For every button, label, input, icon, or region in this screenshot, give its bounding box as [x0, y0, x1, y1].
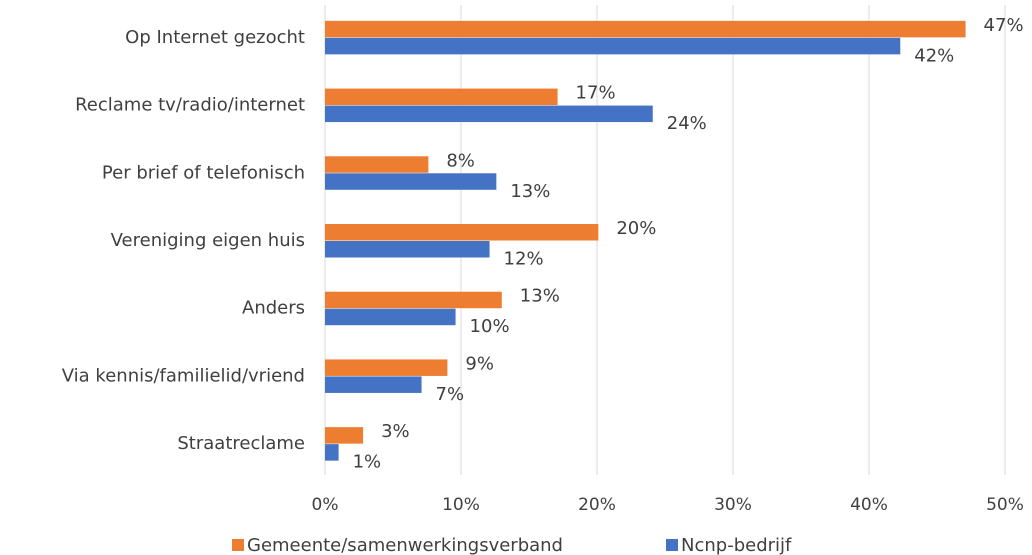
y-tick-label: Per brief of telefonisch	[102, 162, 305, 183]
legend-swatch	[666, 539, 678, 551]
bar	[325, 224, 599, 241]
data-label: 1%	[353, 452, 382, 473]
bar	[325, 105, 653, 123]
bar	[325, 37, 901, 55]
bar	[325, 241, 490, 258]
data-label: 13%	[520, 286, 560, 307]
bar	[325, 88, 558, 106]
data-label: 9%	[465, 353, 494, 374]
x-tick-label: 30%	[714, 495, 752, 515]
y-tick-label: Straatreclame	[177, 433, 305, 454]
data-label: 12%	[504, 249, 544, 270]
x-tick-label: 10%	[442, 495, 480, 515]
x-tick-label: 20%	[578, 495, 616, 515]
bar	[325, 308, 456, 326]
data-label: 17%	[576, 83, 616, 104]
x-tick-label: 0%	[312, 495, 339, 515]
y-tick-label: Op Internet gezocht	[125, 27, 305, 48]
y-tick-label: Via kennis/familielid/vriend	[62, 365, 305, 386]
bar	[325, 444, 339, 461]
bar	[325, 291, 502, 309]
data-label: 13%	[510, 181, 550, 202]
legend-label: Ncnp-bedrijf	[681, 535, 792, 555]
legend-label: Gemeente/samenwerkingsverband	[247, 535, 563, 555]
bar	[325, 376, 422, 393]
y-tick-label: Vereniging eigen huis	[111, 230, 305, 251]
data-label: 8%	[446, 150, 475, 171]
x-tick-label: 40%	[850, 495, 888, 515]
bar	[325, 427, 364, 444]
bar	[325, 359, 448, 376]
data-label: 7%	[436, 384, 465, 405]
x-tick-label: 50%	[986, 495, 1024, 515]
bar	[325, 156, 429, 173]
data-label: 47%	[984, 15, 1024, 36]
data-label: 20%	[616, 218, 656, 239]
data-label: 3%	[381, 421, 410, 442]
y-tick-label: Reclame tv/radio/internet	[75, 95, 305, 116]
bar	[325, 173, 497, 190]
data-label: 24%	[667, 113, 707, 134]
bar	[325, 20, 966, 38]
data-label: 10%	[470, 316, 510, 337]
legend-swatch	[232, 539, 244, 551]
y-tick-label: Anders	[242, 298, 305, 319]
data-label: 42%	[914, 45, 954, 66]
